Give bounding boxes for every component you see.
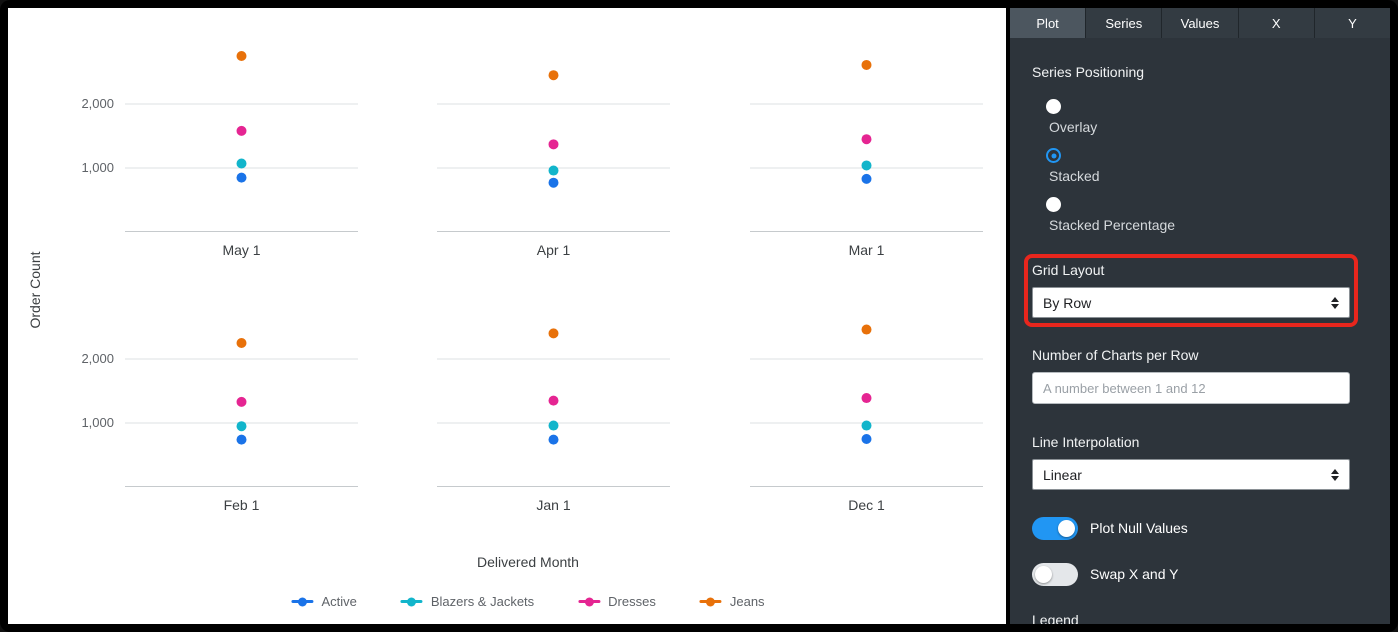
radio-option-label: Stacked Percentage [1049,217,1176,233]
facet-plot[interactable] [437,295,670,487]
tab-values[interactable]: Values [1162,8,1239,38]
facet-plot[interactable] [437,40,670,232]
swap-x-y-toggle[interactable] [1032,563,1078,586]
facet-label: May 1 [222,242,261,258]
radio-option-stacked-percentage[interactable]: Stacked Percentage [1046,197,1175,233]
tab-y[interactable]: Y [1314,8,1390,38]
facet-chart-dec: Dec 1 [750,295,983,513]
legend-marker-icon [578,596,601,607]
facet-chart-may: May 1 [125,40,358,258]
grid-layout-select-value: By Row [1043,294,1092,311]
charts-per-row-label: Number of Charts per Row [1032,347,1199,363]
config-tabbar: Plot Series Values X Y [1010,8,1390,38]
facet-plot[interactable] [125,40,358,232]
legend-marker-icon [400,596,423,607]
updown-arrows-icon [1331,468,1339,481]
y-axis-ticks-row2: 2,000 1,000 [48,295,114,487]
legend-label: Active [321,594,357,609]
radio-icon [1046,197,1061,212]
legend-item-blazers-jackets[interactable]: Blazers & Jackets [400,594,535,609]
y-axis-ticks-row1: 2,000 1,000 [48,40,114,232]
radio-option-overlay[interactable]: Overlay [1046,99,1175,135]
radio-option-label: Overlay [1049,119,1098,135]
facet-label: Feb 1 [223,497,260,513]
plot-null-values-toggle[interactable] [1032,517,1078,540]
line-interpolation-label: Line Interpolation [1032,434,1140,450]
facet-chart-feb: Feb 1 [125,295,358,513]
legend-item-dresses[interactable]: Dresses [578,594,656,609]
grid-layout-label: Grid Layout [1032,262,1105,278]
tab-series[interactable]: Series [1086,8,1163,38]
legend-label: Dresses [608,594,656,609]
swap-x-y-label: Swap X and Y [1090,566,1179,582]
plot-null-values-label: Plot Null Values [1090,520,1188,536]
legend-item-active[interactable]: Active [291,594,357,609]
tab-plot[interactable]: Plot [1010,8,1087,38]
vis-config-panel: Plot Series Values X Y Series Positionin… [1010,8,1390,624]
facet-plot[interactable] [125,295,358,487]
line-interpolation-select-value: Linear [1043,466,1082,483]
line-interpolation-select[interactable]: Linear [1032,459,1350,490]
legend-label: Jeans [729,594,765,609]
x-axis-title: Delivered Month [477,554,579,570]
legend-item-jeans[interactable]: Jeans [699,594,765,609]
facet-label: Mar 1 [848,242,885,258]
facet-chart-jan: Jan 1 [437,295,670,513]
legend-label: Blazers & Jackets [430,594,535,609]
y-axis-tick-label: 1,000 [81,160,114,175]
facet-chart-apr: Apr 1 [437,40,670,258]
facet-chart-mar: Mar 1 [750,40,983,258]
charts-per-row-input[interactable] [1032,372,1350,404]
y-axis-tick-label: 1,000 [81,415,114,430]
facet-plot[interactable] [750,295,983,487]
legend-marker-icon [291,596,314,607]
facet-plot[interactable] [750,40,983,232]
series-positioning-label: Series Positioning [1032,64,1145,80]
grid-layout-select[interactable]: By Row [1032,287,1350,318]
chart-legend: Active Blazers & Jackets Dresses Jeans [291,594,765,609]
toggle-knob [1035,566,1052,583]
chart-canvas: Order Count 2,000 1,000 2,000 1,000 May 1 … [8,8,1006,624]
toggle-knob [1058,520,1075,537]
legend-section-label: Legend [1032,612,1079,624]
radio-option-stacked[interactable]: Stacked [1046,148,1175,184]
radio-option-label: Stacked [1049,168,1100,184]
legend-marker-icon [699,596,722,607]
facet-label: Dec 1 [848,497,885,513]
y-axis-tick-label: 2,000 [81,96,114,111]
facet-label: Apr 1 [536,242,571,258]
y-axis-title: Order Count [27,251,43,329]
radio-icon [1046,99,1061,114]
series-positioning-options: Overlay Stacked Stacked Percentage [1046,99,1175,246]
facet-label: Jan 1 [536,497,571,513]
updown-arrows-icon [1331,296,1339,309]
radio-icon [1046,148,1061,163]
tab-x[interactable]: X [1238,8,1315,38]
y-axis-tick-label: 2,000 [81,351,114,366]
